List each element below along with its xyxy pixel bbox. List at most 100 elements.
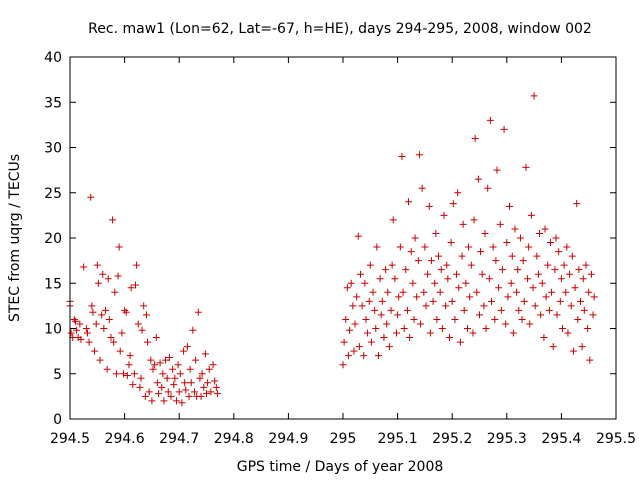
data-point [383,320,391,328]
data-point [488,297,496,305]
data-point [568,252,576,260]
data-point [474,175,482,183]
data-point [382,266,390,274]
data-point [129,381,137,389]
data-point [96,356,104,364]
data-point [420,288,428,296]
data-point [123,372,131,380]
data-point [500,125,508,133]
data-point [107,334,115,342]
data-point [105,315,113,323]
data-point [445,334,453,342]
data-point [391,275,399,283]
y-tick-label: 30 [44,141,62,157]
data-point [414,257,422,265]
data-point [507,279,515,287]
data-point [511,225,519,233]
data-point [438,325,446,332]
data-point [212,383,220,391]
data-point [493,166,501,174]
data-point [142,311,150,319]
data-point [141,392,149,400]
data-point [349,302,357,310]
data-point [467,261,475,269]
data-point [477,248,485,256]
data-point [85,338,93,346]
data-point [548,288,556,296]
data-point [563,243,571,251]
y-tick-label: 15 [44,276,62,292]
x-tick-label: 294.8 [214,431,254,447]
x-tick-label: 294.6 [105,431,145,447]
data-point [516,234,524,242]
data-point [80,263,88,271]
data-point [585,288,593,296]
data-point [160,397,168,405]
data-point [204,379,212,387]
data-point [136,383,144,391]
data-point [132,281,140,289]
data-point [537,311,545,319]
data-point [388,261,396,269]
data-point [71,317,79,325]
data-point [503,239,511,247]
data-point [586,356,594,364]
data-point [486,116,494,124]
data-point [94,279,102,287]
data-point [176,370,184,378]
data-point [112,370,120,378]
data-point [360,352,368,360]
data-point [531,302,539,310]
data-point [180,347,188,355]
data-point [589,311,597,319]
data-point [387,306,395,314]
data-point [389,216,397,224]
data-point [575,266,583,274]
data-point [118,329,126,337]
data-point [394,311,402,319]
data-point [498,266,506,274]
data-point [566,270,574,278]
data-point [415,151,423,159]
data-point [366,261,374,269]
x-axis-label: GPS time / Days of year 2008 [237,459,444,475]
data-point [377,311,385,319]
data-point [506,202,514,210]
data-point [470,216,478,224]
data-point [549,343,557,351]
data-point [187,379,195,387]
data-point [421,243,429,251]
data-point [114,272,122,280]
data-point [353,293,361,301]
data-point [567,302,575,310]
data-point [110,338,118,346]
data-point [587,270,595,278]
data-point [171,374,179,382]
data-point [546,239,554,247]
data-point [152,334,160,342]
data-point [538,279,546,287]
data-point [347,279,355,287]
data-point [541,225,549,233]
data-point [580,306,588,314]
data-point [148,397,156,405]
data-point [153,379,161,387]
data-point [526,320,534,328]
data-point [201,350,209,358]
data-point [514,266,522,274]
data-point [164,388,172,396]
y-axis-label: STEC from uqrg / TECUs [7,154,23,322]
data-point [443,261,451,269]
data-point [356,270,364,278]
data-point [162,356,170,364]
data-point [422,302,430,310]
data-point [473,288,481,296]
data-point [551,266,559,274]
data-point [553,311,561,319]
data-point [504,293,512,301]
data-point [127,284,135,292]
data-point [109,216,117,224]
data-point [76,320,84,328]
data-point [544,261,552,269]
